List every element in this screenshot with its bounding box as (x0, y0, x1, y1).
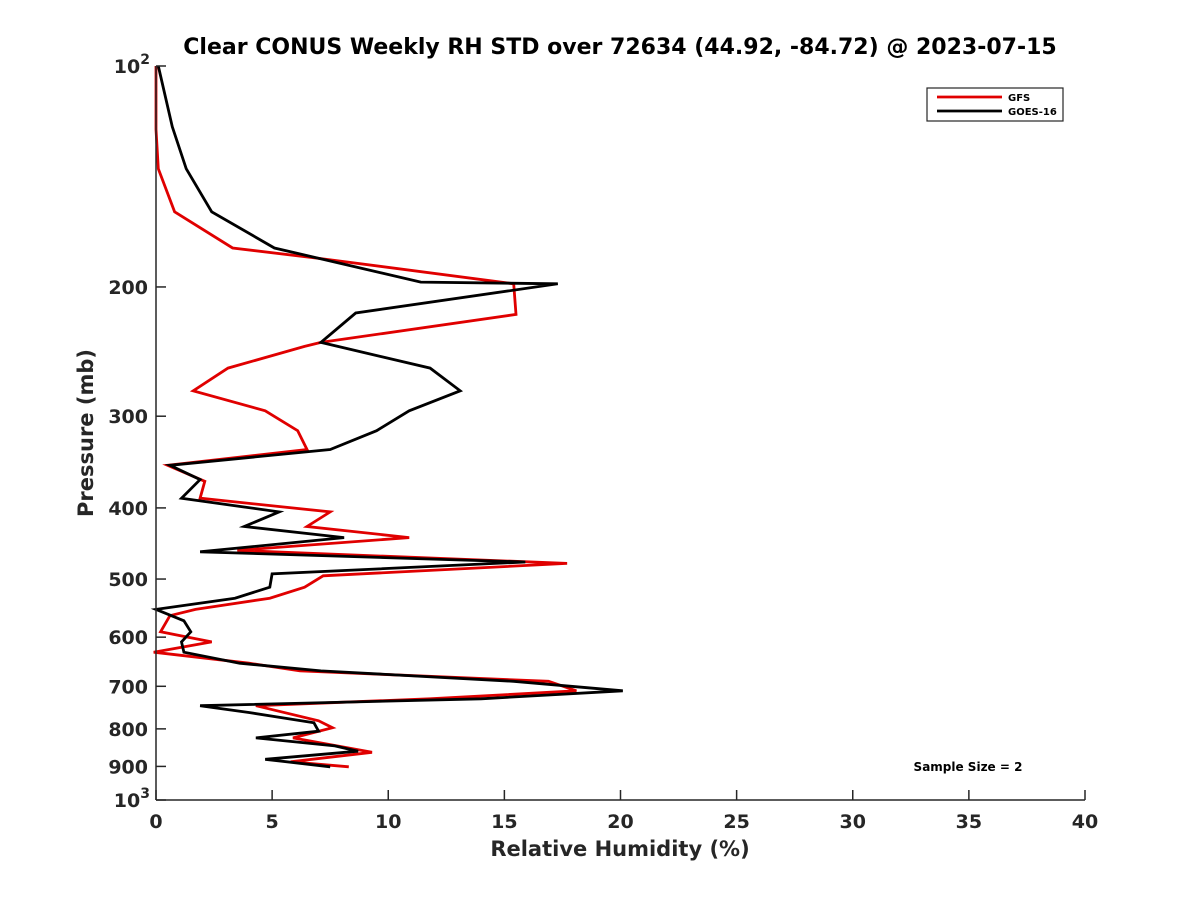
x-tick-label: 25 (723, 811, 749, 833)
x-tick-label: 35 (956, 811, 982, 833)
legend: GFS GOES-16 (926, 87, 1064, 122)
chart-title: Clear CONUS Weekly RH STD over 72634 (44… (183, 35, 1056, 60)
x-tick-label: 0 (149, 811, 162, 833)
y-tick-label: 500 (108, 569, 148, 591)
x-ticks: 0 5 10 15 20 25 30 35 40 (149, 790, 1098, 833)
y-tick-label: 600 (108, 627, 148, 649)
y-tick-label: 400 (108, 498, 148, 520)
x-tick-label: 20 (607, 811, 633, 833)
y-tick-label: 300 (108, 406, 148, 428)
series-line-gfs (153, 66, 577, 769)
y-tick-label: 103 (114, 786, 150, 812)
legend-label-goes16: GOES-16 (1008, 107, 1057, 118)
y-axis-label: Pressure (mb) (74, 349, 98, 517)
series-line-goes16 (150, 65, 623, 769)
y-tick-label: 900 (108, 756, 148, 778)
x-tick-label: 15 (491, 811, 517, 833)
y-tick-label: 200 (108, 277, 148, 299)
legend-box (926, 87, 1064, 122)
x-tick-label: 5 (266, 811, 279, 833)
series-layer (150, 65, 623, 769)
x-tick-label: 40 (1072, 811, 1098, 833)
x-tick-label: 10 (375, 811, 401, 833)
legend-label-gfs: GFS (1008, 93, 1030, 104)
y-ticks: 102 200 300 400 500 600 700 800 900 103 (108, 52, 166, 812)
x-axis-label: Relative Humidity (%) (490, 837, 749, 861)
x-tick-label: 30 (840, 811, 866, 833)
y-tick-label: 800 (108, 719, 148, 741)
sample-size-annotation: Sample Size = 2 (914, 760, 1023, 774)
y-tick-label: 102 (114, 52, 150, 78)
y-tick-label: 700 (108, 676, 148, 698)
